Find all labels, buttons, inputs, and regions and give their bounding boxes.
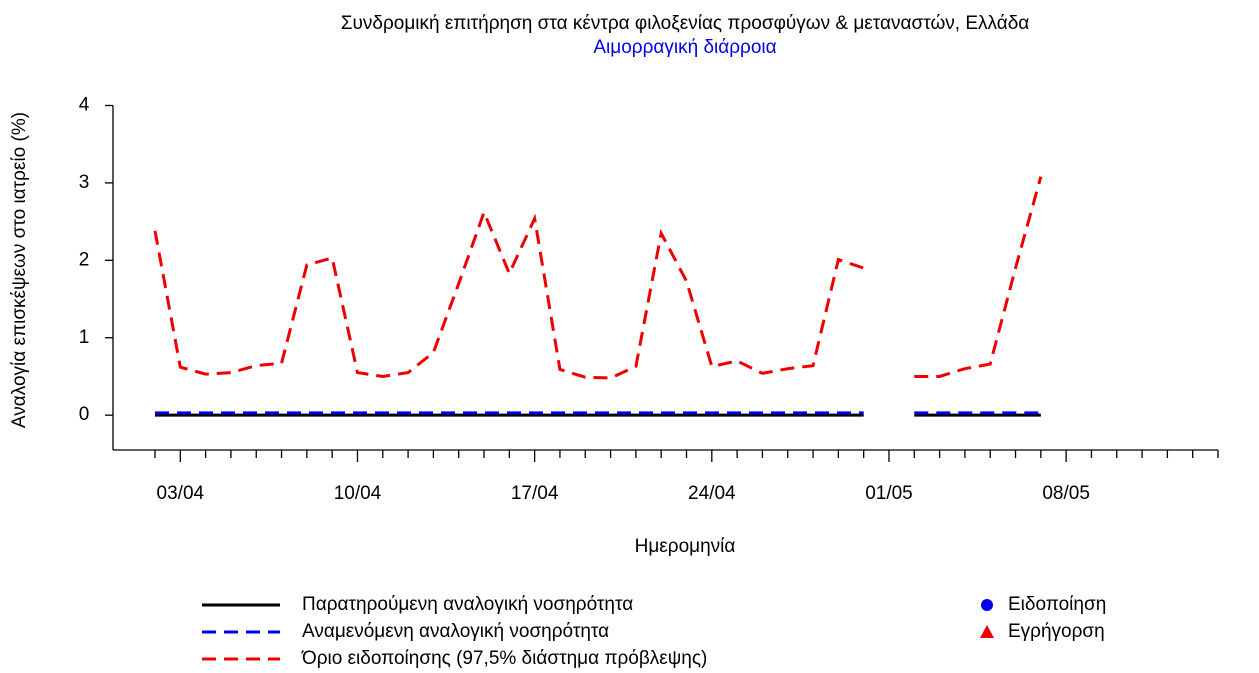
y-tick-label: 1 [79, 327, 90, 348]
x-tick-label: 01/05 [865, 483, 913, 504]
chart-title: Συνδρομική επιτήρηση στα κέντρα φιλοξενί… [341, 13, 1030, 34]
legend-marker [980, 625, 994, 638]
legend-label: Ειδοποίηση [1008, 594, 1106, 615]
x-tick-label: 08/05 [1042, 483, 1090, 504]
legend-label: Παρατηρούμενη αναλογική νοσηρότητα [302, 594, 633, 615]
x-tick-label: 17/04 [511, 483, 559, 504]
series-line [153, 176, 1043, 380]
legend-marker [981, 599, 993, 611]
y-axis-label: Αναλογία επισκέψεων στο ιατρείο (%) [9, 112, 30, 428]
x-tick-label: 24/04 [688, 483, 736, 504]
x-tick-label: 10/04 [334, 483, 382, 504]
y-tick-label: 3 [79, 172, 90, 193]
y-tick-label: 0 [79, 404, 90, 425]
x-tick-label: 03/04 [157, 483, 205, 504]
y-tick-label: 4 [79, 94, 90, 115]
y-tick-label: 2 [79, 249, 90, 270]
chart-subtitle: Αιμορραγική διάρροια [593, 37, 776, 58]
x-axis-label: Ημερομηνία [635, 536, 736, 557]
legend-label: Εγρήγορση [1008, 621, 1105, 642]
legend-label: Αναμενόμενη αναλογική νοσηρότητα [302, 621, 609, 642]
legend-label: Όριο ειδοποίησης (97,5% διάστημα πρόβλεψ… [301, 648, 707, 669]
